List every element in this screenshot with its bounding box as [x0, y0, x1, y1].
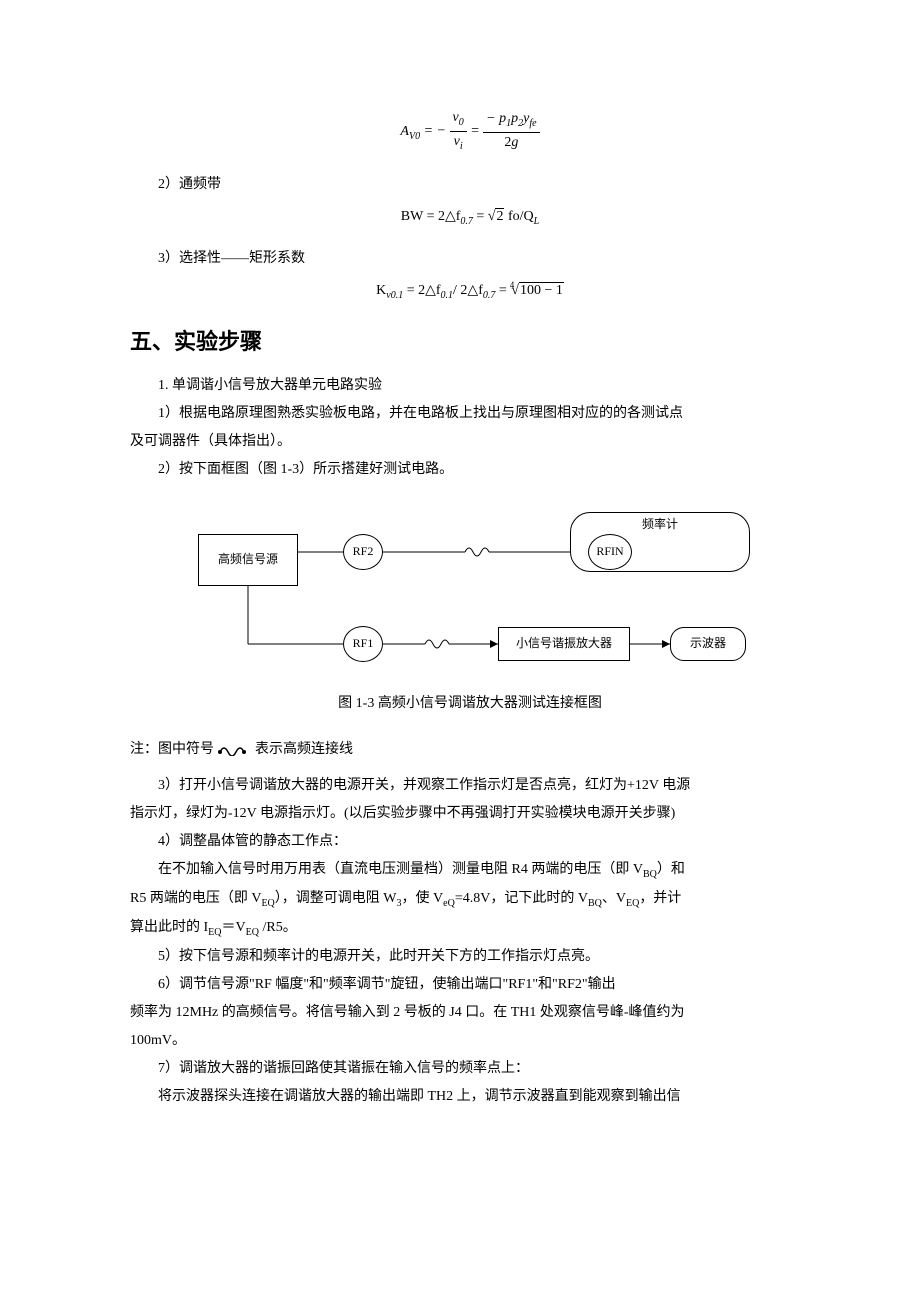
block-rfin: RFIN: [588, 534, 632, 570]
step-1-2: 2）按下面框图（图 1-3）所示搭建好测试电路。: [130, 456, 810, 484]
section-5-title: 五、实验步骤: [130, 320, 810, 364]
av0-lhs: AV0: [400, 124, 420, 139]
step-3a: 3）打开小信号调谐放大器的电源开关，并观察工作指示灯是否点亮，红灯为+12V 电…: [130, 772, 810, 800]
eq2: =: [470, 124, 483, 139]
block-amplifier: 小信号谐振放大器: [498, 627, 630, 661]
coil-icon: [218, 744, 252, 756]
step-4-text-a: 在不加输入信号时用万用表（直流电压测量档）测量电阻 R4 两端的电压（即 VBQ…: [130, 856, 810, 885]
formula-kv: Kv0.1 = 2△f0.1/ 2△f0.7 =4100 − 1: [130, 283, 810, 302]
step-4: 4）调整晶体管的静态工作点：: [130, 828, 810, 856]
freq-counter-label: 频率计: [571, 517, 749, 533]
step-4-text-b: R5 两端的电压（即 VEQ），调整可调电阻 W3，使 VeQ=4.8V，记下此…: [130, 885, 810, 914]
formula-bw: BW = 2△f0.7 = 2 fo/QL: [130, 209, 810, 228]
frac1: v0 vi: [450, 110, 467, 153]
frac2: − p1p2yfe 2g: [483, 111, 539, 152]
step-5: 5）按下信号源和频率计的电源开关，此时开关下方的工作指示灯点亮。: [130, 943, 810, 971]
block-scope: 示波器: [670, 627, 746, 661]
step-6a: 6）调节信号源"RF 幅度"和"频率调节"旋钮，使输出端口"RF1"和"RF2"…: [130, 971, 810, 999]
block-rf1: RF1: [343, 626, 383, 662]
step-1-1b: 及可调器件（具体指出）。: [130, 428, 810, 456]
formula-av0: AV0 = − v0 vi = − p1p2yfe 2g: [130, 110, 810, 153]
item-3: 3）选择性——矩形系数: [130, 245, 810, 273]
note-prefix: 注：图中符号: [130, 742, 214, 757]
step-6c: 100mV。: [130, 1027, 810, 1055]
block-rf2: RF2: [343, 534, 383, 570]
step-6b: 频率为 12MHz 的高频信号。将信号输入到 2 号板的 J4 口。在 TH1 …: [130, 999, 810, 1027]
note-suffix: 表示高频连接线: [255, 742, 353, 757]
block-signal-source: 高频信号源: [198, 534, 298, 586]
step-7-text: 将示波器探头连接在调谐放大器的输出端即 TH2 上，调节示波器直到能观察到输出信: [130, 1083, 810, 1111]
note-line: 注：图中符号 表示高频连接线: [130, 736, 810, 764]
step-4-text-c: 算出此时的 IEQ＝VEQ /R5。: [130, 914, 810, 943]
sub: V0: [409, 130, 420, 141]
diagram-caption: 图 1-3 高频小信号调谐放大器测试连接框图: [130, 690, 810, 718]
step-1: 1. 单调谐小信号放大器单元电路实验: [130, 372, 810, 400]
step-7: 7）调谐放大器的谐振回路使其谐振在输入信号的频率点上：: [130, 1055, 810, 1083]
block-diagram: 高频信号源 RF2 频率计 RFIN RF1 小信号谐振放大器 示波器: [180, 494, 760, 684]
step-3b: 指示灯，绿灯为-12V 电源指示灯。(以后实验步骤中不再强调打开实验模块电源开关…: [130, 800, 810, 828]
item-2: 2）通频带: [130, 171, 810, 199]
step-1-1a: 1）根据电路原理图熟悉实验板电路，并在电路板上找出与原理图相对应的的各测试点: [130, 400, 810, 428]
eq: = −: [424, 124, 446, 139]
